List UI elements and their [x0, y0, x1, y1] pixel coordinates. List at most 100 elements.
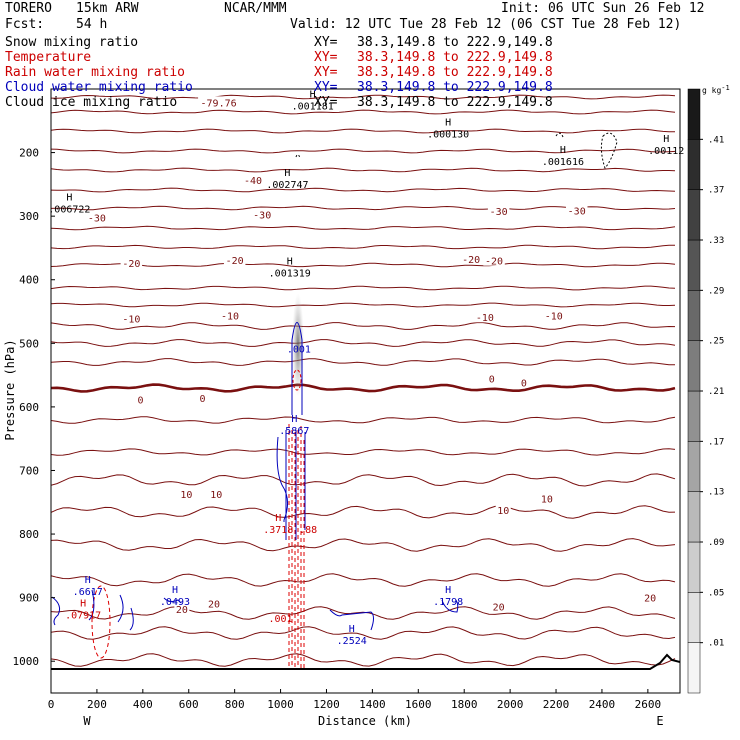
colorbar-swatch: [687, 189, 701, 241]
temperature-contour-label: 0: [138, 395, 144, 406]
forecast-label: Fcst:: [5, 17, 45, 32]
extremum-value-label: .00112: [648, 146, 684, 157]
temperature-contour-label: -30: [253, 210, 271, 221]
colorbar-label: .41: [708, 135, 724, 145]
y-axis-tick-label: 600: [19, 401, 39, 414]
field-name-cloud-ice: Cloud ice mixing ratio: [5, 95, 178, 110]
extremum-value-label: .001: [287, 345, 311, 356]
x-axis-tick-label: 800: [225, 698, 245, 711]
extremum-value-label: .000130: [427, 130, 469, 141]
temperature-contour-label: 20: [208, 599, 220, 610]
extremum-value-label: .2524: [337, 636, 367, 647]
colorbar-label: .21: [708, 387, 724, 397]
field-xy-cloud-water: XY=: [314, 80, 338, 95]
x-axis-tick-label: 2000: [497, 698, 524, 711]
snow-mixing-ratio-contour: [296, 84, 300, 87]
extremum-marker: H: [80, 598, 86, 609]
field-name-cloud-water: Cloud water mixing ratio: [5, 80, 193, 95]
field-name-snow: Snow mixing ratio: [5, 35, 139, 50]
temperature-contour-label: -79.76: [201, 98, 237, 109]
colorbar-swatch: [687, 290, 701, 341]
extremum-value-label: .001616: [542, 157, 584, 168]
field-xy-cloud-ice: XY=: [314, 95, 338, 110]
temperature-contour-label-bg: [565, 204, 588, 216]
colorbar-swatch: [687, 491, 701, 543]
temperature-isotherm: [51, 167, 676, 173]
temperature-contour-label-bg: [198, 96, 240, 108]
temperature-isotherm: [51, 653, 676, 667]
extremum-value-label: .1798: [433, 597, 463, 608]
snow-mixing-ratio-contour: [295, 154, 301, 159]
temperature-contour-label-bg: [474, 311, 496, 323]
extremum-value-label: .006722: [48, 205, 90, 216]
x-axis-tick-label: 2600: [635, 698, 662, 711]
temperature-contour-label: 0: [199, 394, 205, 405]
temperature-isotherm: [51, 448, 676, 456]
temperature-contour-label-bg: [460, 252, 482, 264]
x-axis-tick-label: 400: [133, 698, 153, 711]
temperature-isotherm: [51, 285, 676, 291]
temperature-contour-label-bg: [86, 211, 108, 223]
extremum-value-label: .5867: [279, 426, 309, 437]
temperature-contour-label-bg: [251, 208, 273, 220]
temperature-contour-label-bg: [491, 600, 507, 612]
colorbar-unit: g kg-1: [702, 84, 730, 95]
temperature-contour-label-bg: [120, 312, 143, 324]
temperature-contour-label: -20: [462, 255, 480, 266]
temperature-contour-label: -20: [122, 259, 140, 270]
colorbar-label: .09: [708, 538, 724, 548]
grid-name: 15km ARW: [76, 1, 139, 16]
colorbar-label: .25: [708, 337, 724, 347]
extremum-value-label: .002747: [266, 180, 308, 191]
extremum-value-label: .001319: [269, 268, 311, 279]
temperature-isotherm: [51, 322, 676, 330]
rain-water-contour: [91, 585, 111, 659]
x-axis-tick-label: 2200: [543, 698, 570, 711]
temperature-contour-label: -20: [226, 256, 244, 267]
extremum-value-label: .07917: [65, 610, 101, 621]
y-axis-tick-label: 200: [19, 147, 39, 160]
x-axis-tick-label: 1400: [359, 698, 386, 711]
temperature-contour-label: 20: [493, 603, 505, 614]
temperature-isotherm: [51, 244, 675, 250]
cloud-water-contour: [441, 599, 459, 613]
colorbar-swatch: [687, 340, 701, 392]
temperature-contour-label: 10: [180, 490, 192, 501]
temperature-contour-label: -20: [485, 257, 503, 268]
temperature-contour-label-bg: [174, 603, 190, 615]
extremum-marker: H: [287, 256, 293, 267]
temperature-contour-label: -30: [490, 207, 508, 218]
valid-time: Valid: 12 UTC Tue 28 Feb 12 (06 CST Tue …: [290, 17, 682, 32]
field-name-temperature: Temperature: [5, 50, 92, 65]
x-axis-tick-label: 1600: [405, 698, 432, 711]
temperature-contour-label: 10: [210, 490, 222, 501]
temperature-contour-label-bg: [219, 309, 241, 321]
field-xy-rain: XY=: [314, 65, 338, 80]
init-time: Init: 06 UTC Sun 26 Feb 12: [501, 1, 705, 16]
temperature-contour-label-bg: [208, 487, 224, 499]
temperature-isotherm: [51, 94, 676, 100]
plot-frame: [50, 88, 681, 694]
temperature-contour-label: -30: [568, 206, 586, 217]
temperature-isotherm: [51, 505, 676, 519]
colorbar-swatch: [687, 592, 701, 643]
colorbar-label: .01: [708, 639, 724, 649]
temperature-contour-label-bg: [495, 503, 511, 515]
y-axis-label: Pressure (hPa): [3, 339, 17, 440]
extremum-marker: H: [445, 585, 451, 596]
temperature-contour-label-bg: [542, 309, 565, 321]
x-axis-tick-label: 1200: [313, 698, 340, 711]
temperature-contour-label: 10: [497, 506, 509, 517]
temperature-contour-label: -10: [476, 313, 494, 324]
y-axis-tick-label: 300: [19, 210, 39, 223]
snow-mixing-ratio-contour: [600, 132, 618, 169]
extremum-marker: H: [291, 414, 297, 425]
temperature-isotherm: [51, 473, 676, 487]
extremum-marker: H: [172, 585, 178, 596]
temperature-contour-label-bg: [206, 597, 222, 609]
temperature-contour-label: -10: [221, 311, 239, 322]
extremum-value-label: .0493: [160, 597, 190, 608]
y-axis-tick-label: 500: [19, 337, 39, 350]
extremum-marker: H: [445, 118, 451, 129]
